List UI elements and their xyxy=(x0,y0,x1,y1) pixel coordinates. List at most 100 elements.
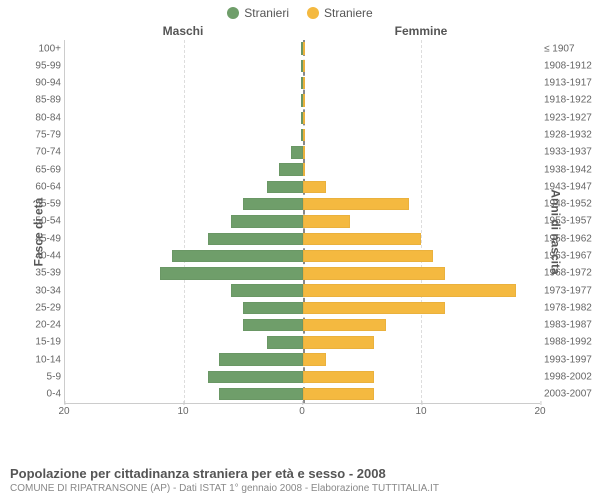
female-half xyxy=(303,247,541,264)
age-label: 75-79 xyxy=(21,130,61,141)
male-half xyxy=(65,161,303,178)
male-bar xyxy=(243,319,302,331)
female-bar xyxy=(303,77,305,89)
birth-year-label: 1963-1967 xyxy=(544,251,596,262)
x-tick: 20 xyxy=(58,406,69,417)
birth-year-label: 1978-1982 xyxy=(544,302,596,313)
plot-area: 100+≤ 190795-991908-191290-941913-191785… xyxy=(64,40,540,404)
female-half xyxy=(303,368,541,385)
chart-subtitle: COMUNE DI RIPATRANSONE (AP) - Dati ISTAT… xyxy=(10,483,590,494)
female-half xyxy=(303,178,541,195)
female-bar xyxy=(303,336,374,348)
birth-year-label: 1913-1917 xyxy=(544,78,596,89)
x-tick: 10 xyxy=(415,406,426,417)
age-row: 65-691938-1942 xyxy=(65,161,540,178)
female-bar xyxy=(303,233,422,245)
male-bar xyxy=(231,284,302,296)
female-half xyxy=(303,109,541,126)
age-label: 35-39 xyxy=(21,268,61,279)
x-axis: 201001020 xyxy=(64,406,540,422)
female-half xyxy=(303,334,541,351)
age-row: 80-841923-1927 xyxy=(65,109,540,126)
age-row: 70-741933-1937 xyxy=(65,144,540,161)
age-label: 70-74 xyxy=(21,147,61,158)
birth-year-label: 1983-1987 xyxy=(544,320,596,331)
male-bar xyxy=(219,388,302,400)
female-half xyxy=(303,57,541,74)
male-half xyxy=(65,144,303,161)
male-bar xyxy=(172,250,303,262)
male-half xyxy=(65,351,303,368)
x-tick: 10 xyxy=(177,406,188,417)
male-half xyxy=(65,92,303,109)
male-half xyxy=(65,334,303,351)
col-title-left: Maschi xyxy=(64,24,302,38)
birth-year-label: 1973-1977 xyxy=(544,285,596,296)
age-row: 35-391968-1972 xyxy=(65,265,540,282)
male-half xyxy=(65,109,303,126)
birth-year-label: 1968-1972 xyxy=(544,268,596,279)
female-bar xyxy=(303,112,305,124)
female-half xyxy=(303,126,541,143)
male-bar xyxy=(208,371,303,383)
chart-area: Maschi Femmine Fasce di età Anni di nasc… xyxy=(0,22,600,442)
age-label: 40-44 xyxy=(21,251,61,262)
age-row: 25-291978-1982 xyxy=(65,299,540,316)
birth-year-label: 1908-1912 xyxy=(544,60,596,71)
age-row: 10-141993-1997 xyxy=(65,351,540,368)
age-row: 85-891918-1922 xyxy=(65,92,540,109)
female-bar xyxy=(303,353,327,365)
age-row: 15-191988-1992 xyxy=(65,334,540,351)
age-label: 25-29 xyxy=(21,302,61,313)
age-row: 95-991908-1912 xyxy=(65,57,540,74)
birth-year-label: ≤ 1907 xyxy=(544,43,596,54)
female-bar xyxy=(303,215,351,227)
male-bar xyxy=(279,163,303,175)
birth-year-label: 1918-1922 xyxy=(544,95,596,106)
female-bar xyxy=(303,163,305,175)
pyramid-chart-container: Stranieri Straniere Maschi Femmine Fasce… xyxy=(0,0,600,500)
female-half xyxy=(303,144,541,161)
birth-year-label: 1923-1927 xyxy=(544,112,596,123)
female-bar xyxy=(303,42,305,54)
age-row: 30-341973-1977 xyxy=(65,282,540,299)
age-label: 15-19 xyxy=(21,337,61,348)
birth-year-label: 1938-1942 xyxy=(544,164,596,175)
female-half xyxy=(303,230,541,247)
male-bar xyxy=(219,353,302,365)
birth-year-label: 1958-1962 xyxy=(544,233,596,244)
female-half xyxy=(303,40,541,57)
male-half xyxy=(65,196,303,213)
male-half xyxy=(65,368,303,385)
male-half xyxy=(65,178,303,195)
birth-year-label: 2003-2007 xyxy=(544,389,596,400)
age-label: 5-9 xyxy=(21,371,61,382)
male-half xyxy=(65,317,303,334)
male-bar xyxy=(231,215,302,227)
age-label: 0-4 xyxy=(21,389,61,400)
male-bar xyxy=(267,336,303,348)
legend-item-female: Straniere xyxy=(307,6,373,20)
female-half xyxy=(303,299,541,316)
female-bar xyxy=(303,319,386,331)
age-row: 45-491958-1962 xyxy=(65,230,540,247)
female-bar xyxy=(303,94,305,106)
male-half xyxy=(65,299,303,316)
footer: Popolazione per cittadinanza straniera p… xyxy=(10,466,590,494)
age-row: 90-941913-1917 xyxy=(65,75,540,92)
age-label: 30-34 xyxy=(21,285,61,296)
female-bar xyxy=(303,146,305,158)
legend-label-female: Straniere xyxy=(324,6,373,20)
age-label: 50-54 xyxy=(21,216,61,227)
age-row: 55-591948-1952 xyxy=(65,196,540,213)
x-tick: 0 xyxy=(299,406,305,417)
age-row: 50-541953-1957 xyxy=(65,213,540,230)
age-row: 60-641943-1947 xyxy=(65,178,540,195)
male-bar xyxy=(291,146,303,158)
male-bar xyxy=(208,233,303,245)
age-label: 85-89 xyxy=(21,95,61,106)
male-half xyxy=(65,230,303,247)
male-half xyxy=(65,75,303,92)
female-half xyxy=(303,282,541,299)
age-label: 10-14 xyxy=(21,354,61,365)
